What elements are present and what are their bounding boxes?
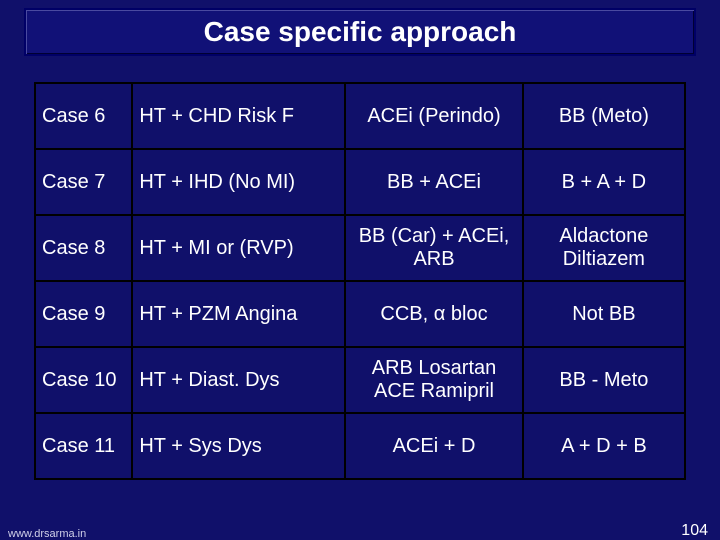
cell-condition: HT + CHD Risk F bbox=[132, 83, 345, 149]
cell-case: Case 9 bbox=[35, 281, 132, 347]
cell-condition: HT + IHD (No MI) bbox=[132, 149, 345, 215]
table-row: Case 8 HT + MI or (RVP) BB (Car) + ACEi,… bbox=[35, 215, 685, 281]
cell-rx1: CCB, α bloc bbox=[345, 281, 522, 347]
cell-case: Case 8 bbox=[35, 215, 132, 281]
cell-rx1: ACEi + D bbox=[345, 413, 522, 479]
footer-url: www.drsarma.in bbox=[8, 528, 86, 540]
cell-case: Case 10 bbox=[35, 347, 132, 413]
cell-case: Case 7 bbox=[35, 149, 132, 215]
cell-rx1: ARB Losartan ACE Ramipril bbox=[345, 347, 522, 413]
table-row: Case 6 HT + CHD Risk F ACEi (Perindo) BB… bbox=[35, 83, 685, 149]
cell-rx2: Not BB bbox=[523, 281, 685, 347]
page-number: 104 bbox=[681, 522, 708, 540]
title-bar: Case specific approach bbox=[24, 8, 696, 56]
cell-rx1: BB + ACEi bbox=[345, 149, 522, 215]
cell-rx1: BB (Car) + ACEi, ARB bbox=[345, 215, 522, 281]
cell-rx2: B + A + D bbox=[523, 149, 685, 215]
cell-condition: HT + PZM Angina bbox=[132, 281, 345, 347]
cell-rx1: ACEi (Perindo) bbox=[345, 83, 522, 149]
table-row: Case 9 HT + PZM Angina CCB, α bloc Not B… bbox=[35, 281, 685, 347]
table-row: Case 7 HT + IHD (No MI) BB + ACEi B + A … bbox=[35, 149, 685, 215]
cell-condition: HT + Diast. Dys bbox=[132, 347, 345, 413]
cell-case: Case 6 bbox=[35, 83, 132, 149]
table-row: Case 11 HT + Sys Dys ACEi + D A + D + B bbox=[35, 413, 685, 479]
cell-rx2: BB (Meto) bbox=[523, 83, 685, 149]
case-table: Case 6 HT + CHD Risk F ACEi (Perindo) BB… bbox=[34, 82, 686, 480]
cell-condition: HT + MI or (RVP) bbox=[132, 215, 345, 281]
cell-rx2: BB - Meto bbox=[523, 347, 685, 413]
cell-rx2: Aldactone Diltiazem bbox=[523, 215, 685, 281]
table-row: Case 10 HT + Diast. Dys ARB Losartan ACE… bbox=[35, 347, 685, 413]
slide-title: Case specific approach bbox=[26, 16, 694, 48]
cell-condition: HT + Sys Dys bbox=[132, 413, 345, 479]
cell-case: Case 11 bbox=[35, 413, 132, 479]
cell-rx2: A + D + B bbox=[523, 413, 685, 479]
case-table-container: Case 6 HT + CHD Risk F ACEi (Perindo) BB… bbox=[34, 82, 686, 480]
